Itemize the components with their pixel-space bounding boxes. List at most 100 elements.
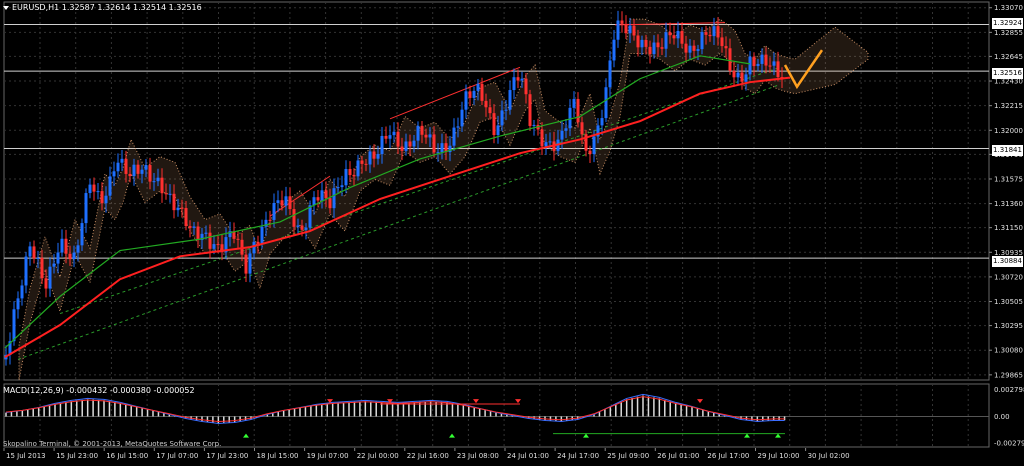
candle-body — [132, 164, 136, 177]
candle-body — [308, 205, 312, 228]
candle-body — [580, 122, 584, 135]
candle-body — [320, 190, 324, 201]
candle-body — [420, 125, 424, 135]
candle-body — [496, 125, 500, 135]
candle-body — [388, 135, 392, 139]
candle-body — [416, 125, 420, 141]
candle-body — [72, 252, 76, 260]
candle-body — [668, 32, 672, 36]
candle-body — [612, 39, 616, 61]
macd-axis-label: 0.00 — [994, 413, 1010, 421]
candle-body — [752, 56, 756, 67]
time-axis-label: 22 Jul 00:00 — [357, 452, 399, 460]
price-axis-label: 1.31150 — [994, 224, 1023, 232]
time-axis-label: 19 Jul 07:00 — [307, 452, 349, 460]
candle-body — [268, 219, 272, 221]
candle-body — [296, 225, 300, 227]
candle-body — [652, 42, 656, 55]
candlesticks — [4, 10, 784, 366]
candle-body — [344, 169, 348, 186]
candle-body — [256, 241, 260, 244]
candle-body — [508, 90, 512, 110]
time-axis-label: 30 Jul 02:00 — [808, 452, 850, 460]
candle-body — [692, 45, 696, 51]
price-axis-label: 1.30720 — [994, 273, 1023, 281]
candle-body — [192, 226, 196, 228]
candle-body — [316, 197, 320, 201]
candle-body — [40, 257, 44, 279]
candle-body — [16, 298, 20, 310]
up-arrow-icon — [744, 433, 750, 438]
candle-body — [760, 54, 764, 64]
candle-body — [184, 208, 188, 227]
candle-body — [460, 109, 464, 127]
candle-body — [572, 98, 576, 108]
candle-body — [68, 253, 72, 260]
candle-body — [64, 238, 68, 254]
price-axis-label: 1.32855 — [994, 29, 1023, 37]
time-axis-label: 18 Jul 15:00 — [257, 452, 299, 460]
candle-body — [376, 154, 380, 159]
forecast-line — [783, 49, 824, 90]
candle-body — [188, 226, 192, 228]
trendline — [389, 66, 521, 120]
candle-body — [216, 244, 220, 246]
candle-body — [136, 164, 140, 174]
price-axis-label: 1.32215 — [994, 102, 1023, 110]
time-axis-label: 23 Jul 08:00 — [457, 452, 499, 460]
candle-body — [360, 160, 364, 164]
candle-body — [384, 135, 388, 139]
candle-body — [432, 134, 436, 153]
time-axis-label: 26 Jul 01:00 — [657, 452, 699, 460]
candle-body — [56, 252, 60, 264]
candle-body — [80, 223, 84, 246]
candle-body — [92, 184, 96, 192]
candle-body — [472, 90, 476, 98]
time-axis-label: 15 Jul 2013 — [6, 452, 46, 460]
candle-body — [680, 30, 684, 44]
candle-body — [292, 209, 296, 227]
symbol-timeframe: EURUSD,H1 — [12, 3, 60, 12]
candle-body — [608, 60, 612, 88]
horizontal-lines — [4, 23, 989, 259]
macd-signal-line — [5, 396, 785, 423]
price-axis-label: 1.33070 — [994, 4, 1023, 12]
candle-body — [492, 113, 496, 135]
candle-body — [640, 39, 644, 48]
cloud-fill — [19, 19, 868, 380]
candle-body — [152, 181, 156, 183]
ohlc-values: 1.32587 1.32614 1.32514 1.32516 — [61, 3, 202, 12]
up-arrow-icon — [775, 433, 781, 438]
candle-body — [220, 244, 224, 253]
candle-body — [516, 77, 520, 81]
candle-body — [300, 225, 304, 230]
hline-price-label: 1.30884 — [992, 256, 1023, 267]
candle-body — [712, 26, 716, 37]
candle-body — [568, 107, 572, 129]
price-axis-label: 1.30080 — [994, 347, 1023, 355]
candle-body — [632, 25, 636, 36]
candle-body — [160, 177, 164, 194]
time-axis-label: 26 Jul 17:00 — [707, 452, 749, 460]
candle-body — [88, 184, 92, 194]
time-axis-label: 24 Jul 17:00 — [557, 452, 599, 460]
trendline — [17, 84, 781, 360]
chevron-down-icon[interactable] — [3, 5, 9, 10]
candle-body — [764, 54, 768, 66]
candle-body — [60, 238, 64, 253]
price-axis-label: 1.29865 — [994, 371, 1023, 379]
candle-body — [20, 285, 24, 299]
hline-price-label: 1.31841 — [992, 145, 1023, 156]
macd-panel-frame — [3, 383, 990, 448]
candle-body — [332, 188, 336, 209]
candle-body — [340, 185, 344, 188]
candle-body — [336, 187, 340, 189]
candle-body — [116, 162, 120, 172]
time-axis-label: 29 Jul 10:00 — [758, 452, 800, 460]
candle-body — [8, 341, 12, 355]
candle-body — [144, 164, 148, 170]
candle-body — [548, 141, 552, 143]
candle-body — [444, 143, 448, 153]
